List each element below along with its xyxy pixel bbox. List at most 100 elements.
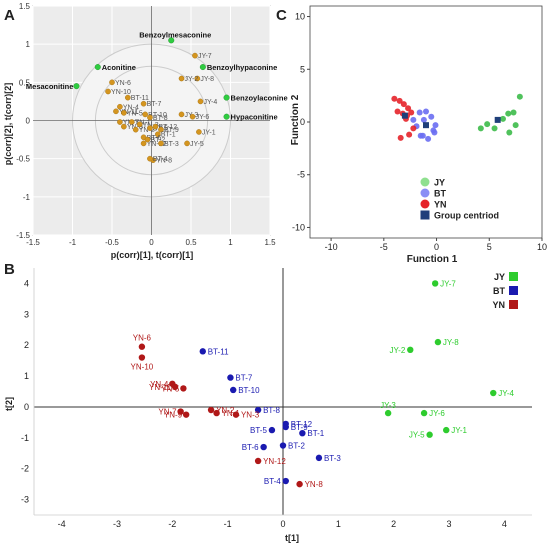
panel-b-point-label: JY-3 [380,401,396,410]
panel-b-point-label: YN-10 [131,363,154,372]
panel-a-sample-label: YN-12 [147,141,167,148]
panel-c-ylabel: Function 2 [290,94,301,145]
panel-b-point-label: YN-12 [263,457,286,466]
panel-a-marker-point [94,64,101,71]
panel-a-sample-point [197,98,204,105]
panel-a-tick-label-y: -0.5 [16,155,30,164]
panel-b-tick-label-x: 1 [336,519,341,529]
panel-b-tick-label-y: 0 [24,402,29,412]
panel-a-sample-point [178,111,185,118]
panel-a-sample-label: BT-2 [151,137,166,144]
panel-a-sample-point [196,129,202,135]
panel-b-point-yn [180,385,187,392]
panel-a-sample-point [194,75,201,82]
panel-b-point-label: BT-2 [288,442,305,451]
panel-b-point-bt [279,442,287,449]
panel-letter-a: A [4,7,15,24]
panel-b-legend-swatch [509,300,518,309]
panel-a-sample-point [147,125,153,131]
panel-b-tick-label-y: 3 [24,309,29,319]
panel-c-point-jy [510,109,517,116]
panel-c-tick-label-x: 0 [434,242,439,252]
panel-a-sample-point [117,119,123,125]
panel-a-sample-point [109,79,115,86]
panel-b-point-label: YN-11 [149,383,172,392]
panel-c-point-bt [432,122,439,129]
panel-letter-b: B [4,261,15,278]
panel-a-marker-label: Benzoylhypaconine [207,63,277,72]
panel-c-tick-label-x: 5 [487,242,492,252]
panel-c-tick-label-x: -5 [380,242,388,252]
panel-b-point-label: BT-4 [264,477,281,486]
panel-c-point-jy [516,93,523,100]
panel-b-point-label: YN-4 [150,380,169,389]
panel-b-tick-label-x: -4 [58,519,66,529]
panel-a-sample-point [140,140,147,147]
panel-a-marker-label: Hypaconitine [231,113,278,122]
panel-c-legend-label: Group centriod [434,211,499,221]
panel-a-sample-label: YN-10 [111,89,131,96]
panel-a-tick-label-x: 0 [149,238,154,247]
panel-c-point-jy [491,125,498,132]
panel-c-point-yn [394,108,401,115]
panel-a-tick-label-x: -1 [69,238,77,247]
panel-b-point-jy [426,431,433,438]
panel-a-sample-label: JY-7 [198,53,212,60]
panel-a-sample-point [121,110,127,116]
panel-a-tick-label-x: 1 [228,238,233,247]
panel-a-sample-label: YN-6 [115,80,131,87]
panel-b-legend-swatch [509,272,518,281]
panel-a-marker-point [223,113,230,120]
panel-a-marker-label: Aconitine [102,63,136,72]
panel-a-tick-label-y: -1 [23,193,31,202]
panel-a-sample-label: JY-4 [203,99,217,106]
panel-a-sample-label: YN-5 [127,110,143,117]
panel-b-point-jy [420,409,428,417]
panel-b-legend-label: BT [493,286,505,296]
panel-c-point-bt [416,109,423,116]
panel-b-point-label: YN-3 [241,411,260,420]
panel-a-marker-label: Mesaconitine [26,82,74,91]
panel-c-tick-label-y: 5 [300,64,305,74]
panel-a-sample-label: JY-2 [185,76,199,83]
panel-b-point-yn [213,409,220,417]
panel-c-point-bt [425,135,432,142]
panel-a-tick-label-y: 0.5 [19,78,31,87]
panel-b-point-jy [490,389,497,397]
panel-b-point-bt [315,454,323,462]
panel-b-tick-label-x: 4 [502,519,507,529]
panel-a-sample-point [155,131,161,138]
panel-c-point-yn [396,97,403,104]
panel-b-tick-label-y: -1 [21,433,29,443]
panel-c-tick-label-x: -10 [325,242,338,252]
panel-b-point-label: BT-11 [208,347,229,356]
panel-a-sample-point [189,113,196,120]
panel-c-point-yn [397,134,404,141]
panel-b-point-yn [232,411,240,418]
panel-b-point-bt [299,429,306,437]
panel-c-legend-label: YN [434,200,447,210]
panel-b-tick-label-y: -2 [21,464,29,474]
panel-a-sample-label: BT-1 [161,132,176,139]
panel-b-point-bt [230,386,237,394]
panel-b-tick-label-y: 4 [24,278,29,288]
panel-b-point-label: JY-1 [451,426,467,435]
panel-a-sample-label: BT-8 [153,115,168,122]
panel-b-point-yn [254,457,262,465]
panel-b-point-yn [207,406,215,414]
panel-letter-c: C [276,7,287,24]
panel-a-tick-label-y: -1.5 [16,231,30,240]
panel-b-point-label: YN-8 [305,480,324,489]
panel-a-tick-label-x: 1.5 [264,238,276,247]
panel-a-sample-label: BT-12 [158,124,177,131]
panel-c-centroid-jy [494,116,501,123]
panel-a-sample-point [142,111,148,118]
panel-b-point-jy [443,426,450,434]
panel-b-point-yn [296,480,303,488]
panel-b-point-label: YN-5 [161,384,180,393]
panel-c-legend-label: BT [434,189,446,199]
panel-b-tick-label-x: -1 [224,519,232,529]
panel-a-sample-label: JY-8 [200,76,214,83]
panel-b-point-bt [227,374,234,381]
